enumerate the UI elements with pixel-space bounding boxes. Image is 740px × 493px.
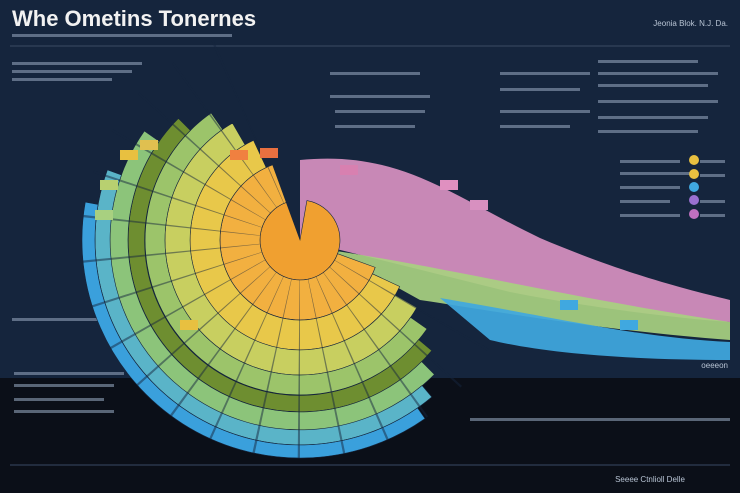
ring [144,112,428,396]
decoration [12,34,730,459]
ring-divider [111,129,266,220]
ring [127,117,433,413]
corner-label: Jeonia Blok. N.J. Da. [653,19,728,28]
wave [440,298,730,360]
ring [81,201,426,459]
text-placeholder [598,130,698,133]
text-placeholder [598,84,708,87]
wave [330,250,730,340]
ring-divider [83,214,261,236]
ring-divider [315,276,389,441]
text-placeholder [700,160,725,163]
text-placeholder [12,34,232,37]
text-placeholder [335,125,415,128]
ring-divider [92,252,262,308]
block [620,320,638,330]
ring-divider [170,272,277,417]
text-placeholder [14,372,124,375]
block [140,140,158,150]
text-placeholder [700,214,725,217]
text-placeholder [330,95,430,98]
text-placeholder [14,384,114,387]
ring-divider [83,243,261,263]
text-placeholder [500,72,590,75]
wave [300,158,730,322]
legend-dot [689,169,699,179]
ring-divider [110,259,266,349]
ring-divider [171,62,277,208]
text-placeholder [500,125,570,128]
text-placeholder [330,72,420,75]
text-placeholder [500,110,590,113]
block [560,300,578,310]
text-placeholder [500,88,580,91]
ring-divider [329,266,462,388]
text-placeholder [598,116,708,119]
text-placeholder [12,78,112,81]
text-placeholder [470,418,730,421]
block [440,180,458,190]
ring-divider [323,272,429,418]
text-placeholder [700,174,725,177]
text-placeholder [14,398,104,401]
block [95,210,113,220]
ring-divider [307,279,346,454]
ring-divider [297,280,300,459]
block [470,200,488,210]
text-placeholder [598,100,718,103]
block [230,150,248,160]
text-placeholder [700,200,725,203]
text-placeholder [620,200,670,203]
text-placeholder [598,60,698,63]
text-placeholder [620,172,690,175]
ring-divider [334,260,489,351]
text-placeholder [598,72,718,75]
legend-dot [689,195,699,205]
block [120,150,138,160]
title: Whe Ometins Tonernes [12,6,256,31]
ring-divider [92,170,263,228]
text-placeholder [620,160,680,163]
legend-dot [689,155,699,165]
block [340,165,358,175]
text-placeholder [14,410,114,413]
ring-divider [136,266,271,386]
footer-note: Seeee Ctnlioll Delle [615,475,685,484]
ring-divider [211,39,285,204]
ring-divider [209,276,284,440]
legend-dot [689,182,699,192]
callout: oeeeon [701,361,728,370]
legend-dot [689,209,699,219]
text-placeholder [12,62,142,65]
ring-divider [138,92,271,214]
text-placeholder [335,110,425,113]
block [260,148,278,158]
ring-divider [252,279,292,454]
text-placeholder [620,186,680,189]
text-placeholder [620,214,680,217]
block [180,320,198,330]
text-placeholder [12,318,102,321]
text-placeholder [12,70,132,73]
block [100,180,118,190]
